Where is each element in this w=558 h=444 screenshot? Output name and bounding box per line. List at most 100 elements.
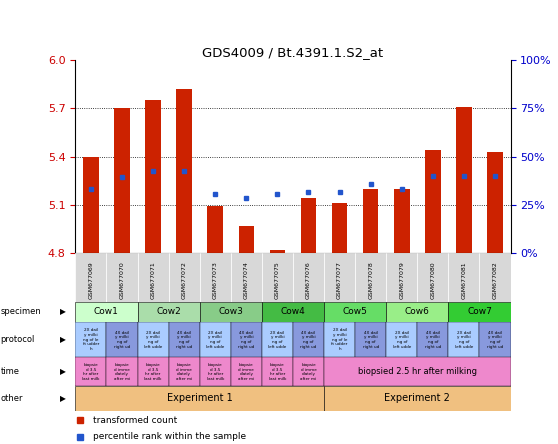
- Bar: [200, 322, 231, 357]
- Text: time: time: [1, 367, 20, 377]
- Text: biopsie
d 3.5
hr after
last milk: biopsie d 3.5 hr after last milk: [206, 363, 224, 381]
- Bar: [176, 89, 192, 253]
- Text: biopsie
d imme
diately
after mi: biopsie d imme diately after mi: [238, 363, 254, 381]
- Bar: [75, 322, 107, 357]
- Bar: [324, 302, 386, 322]
- Text: GSM677073: GSM677073: [213, 262, 218, 300]
- Text: 4X dail
y milki
ng of
right ud: 4X dail y milki ng of right ud: [487, 331, 503, 349]
- Text: protocol: protocol: [1, 335, 35, 344]
- Bar: [479, 253, 511, 302]
- Text: Cow2: Cow2: [156, 307, 181, 317]
- Bar: [200, 357, 231, 386]
- Text: GSM677079: GSM677079: [400, 262, 404, 300]
- Text: ▶: ▶: [60, 335, 66, 344]
- Text: biopsie
d 3.5
hr after
last milk: biopsie d 3.5 hr after last milk: [145, 363, 162, 381]
- Text: GSM677078: GSM677078: [368, 262, 373, 300]
- Bar: [200, 302, 262, 322]
- Bar: [262, 302, 324, 322]
- Text: GSM677080: GSM677080: [430, 262, 435, 300]
- Text: 2X dail
y milki
ng of le
ft udder
h: 2X dail y milki ng of le ft udder h: [331, 329, 348, 351]
- Bar: [449, 253, 479, 302]
- Text: other: other: [1, 394, 23, 403]
- Text: 2X dail
y milki
ng of
left udde: 2X dail y milki ng of left udde: [393, 331, 411, 349]
- Bar: [137, 322, 169, 357]
- Text: ▶: ▶: [60, 394, 66, 403]
- Bar: [449, 322, 479, 357]
- Bar: [137, 302, 200, 322]
- Bar: [394, 189, 410, 253]
- Bar: [231, 322, 262, 357]
- Bar: [386, 322, 417, 357]
- Text: Cow7: Cow7: [467, 307, 492, 317]
- Bar: [355, 322, 386, 357]
- Bar: [169, 357, 200, 386]
- Bar: [262, 253, 293, 302]
- Text: 4X dail
y milki
ng of
right ud: 4X dail y milki ng of right ud: [176, 331, 193, 349]
- Bar: [363, 189, 378, 253]
- Text: GSM677077: GSM677077: [337, 262, 342, 300]
- Bar: [479, 322, 511, 357]
- Text: GSM677076: GSM677076: [306, 262, 311, 300]
- Text: Cow5: Cow5: [343, 307, 368, 317]
- Bar: [417, 322, 449, 357]
- Text: Experiment 1: Experiment 1: [167, 393, 233, 404]
- Bar: [137, 357, 169, 386]
- Bar: [293, 322, 324, 357]
- Bar: [355, 253, 386, 302]
- Bar: [75, 253, 107, 302]
- Text: biopsied 2.5 hr after milking: biopsied 2.5 hr after milking: [358, 367, 477, 377]
- Bar: [324, 322, 355, 357]
- Bar: [114, 108, 129, 253]
- Bar: [169, 253, 200, 302]
- Text: GSM677071: GSM677071: [151, 262, 156, 300]
- Text: GSM677074: GSM677074: [244, 262, 249, 300]
- Bar: [75, 357, 107, 386]
- Text: GSM677081: GSM677081: [461, 262, 466, 300]
- Text: Cow1: Cow1: [94, 307, 119, 317]
- Text: percentile rank within the sample: percentile rank within the sample: [93, 432, 246, 441]
- Bar: [107, 253, 137, 302]
- Bar: [270, 250, 285, 253]
- Text: biopsie
d imme
diately
after mi: biopsie d imme diately after mi: [176, 363, 193, 381]
- Text: GSM677082: GSM677082: [493, 262, 498, 300]
- Bar: [231, 253, 262, 302]
- Bar: [231, 357, 262, 386]
- Bar: [301, 198, 316, 253]
- Text: 4X dail
y milki
ng of
right ud: 4X dail y milki ng of right ud: [425, 331, 441, 349]
- Text: 4X dail
y milki
ng of
right ud: 4X dail y milki ng of right ud: [114, 331, 130, 349]
- Bar: [425, 150, 441, 253]
- Bar: [386, 302, 449, 322]
- Text: biopsie
d imme
diately
after mi: biopsie d imme diately after mi: [300, 363, 316, 381]
- Bar: [262, 357, 293, 386]
- Bar: [75, 386, 324, 411]
- Text: 4X dail
y milki
ng of
right ud: 4X dail y milki ng of right ud: [363, 331, 379, 349]
- Bar: [75, 302, 137, 322]
- Text: 2X dail
y milki
ng of le
ft udder
h: 2X dail y milki ng of le ft udder h: [83, 329, 99, 351]
- Bar: [386, 253, 417, 302]
- Text: ▶: ▶: [60, 367, 66, 377]
- Bar: [107, 322, 137, 357]
- Bar: [83, 157, 99, 253]
- Bar: [324, 386, 511, 411]
- Bar: [456, 107, 472, 253]
- Text: GSM677069: GSM677069: [88, 262, 93, 300]
- Text: biopsie
d 3.5
hr after
last milk: biopsie d 3.5 hr after last milk: [269, 363, 286, 381]
- Bar: [449, 302, 511, 322]
- Bar: [417, 253, 449, 302]
- Title: GDS4009 / Bt.4391.1.S2_at: GDS4009 / Bt.4391.1.S2_at: [203, 46, 383, 59]
- Bar: [137, 253, 169, 302]
- Bar: [208, 206, 223, 253]
- Text: 4X dail
y milki
ng of
right ud: 4X dail y milki ng of right ud: [300, 331, 316, 349]
- Text: GSM677070: GSM677070: [119, 262, 124, 300]
- Text: 2X dail
y milki
ng of
left udde: 2X dail y milki ng of left udde: [206, 331, 224, 349]
- Bar: [332, 203, 347, 253]
- Text: 2X dail
y milki
ng of
left udde: 2X dail y milki ng of left udde: [455, 331, 473, 349]
- Bar: [293, 357, 324, 386]
- Bar: [487, 152, 503, 253]
- Text: 2X dail
y milki
ng of
left udde: 2X dail y milki ng of left udde: [268, 331, 286, 349]
- Text: biopsie
d 3.5
hr after
last milk: biopsie d 3.5 hr after last milk: [82, 363, 99, 381]
- Text: biopsie
d imme
diately
after mi: biopsie d imme diately after mi: [114, 363, 130, 381]
- Text: Cow6: Cow6: [405, 307, 430, 317]
- Text: GSM677072: GSM677072: [182, 262, 186, 300]
- Bar: [200, 253, 231, 302]
